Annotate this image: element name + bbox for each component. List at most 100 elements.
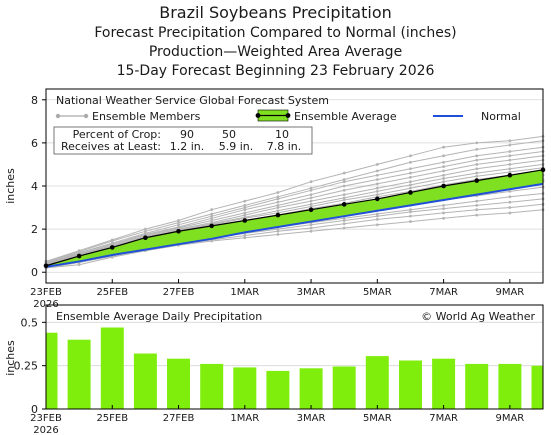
ensemble-member-line <box>45 140 544 262</box>
ensemble-member-point <box>475 174 479 178</box>
ensemble-member-point <box>375 223 379 227</box>
legend-members-dot-right <box>83 113 89 119</box>
ensemble-member-point <box>442 211 445 215</box>
ensemble-member-point <box>375 193 379 197</box>
ensemble-member-point <box>342 178 346 181</box>
ensemble-member-point <box>342 184 346 188</box>
ensemble-member-point <box>409 208 412 212</box>
ensemble-member-point <box>475 158 479 162</box>
ensemble-member-point <box>442 207 445 211</box>
daily-bar <box>100 327 124 409</box>
legend-average-dot-right <box>285 113 291 118</box>
bottom-x-tick-label: 23FEB <box>30 413 62 424</box>
ensemble-average-group <box>43 167 546 269</box>
ensemble-member-point <box>144 227 147 231</box>
ensemble-member-point <box>475 204 479 207</box>
ensemble-band <box>46 169 543 267</box>
ensemble-member-point <box>508 206 512 209</box>
ensemble-member-point <box>409 175 412 179</box>
top-x-tick-label: 5MAR <box>363 287 392 298</box>
bottom-y-axis-label: inches <box>4 340 17 376</box>
ensemble-member-point <box>508 139 512 143</box>
ensemble-average-point <box>441 183 446 189</box>
ensemble-member-point <box>309 180 313 184</box>
crop-percent-90: 90 <box>180 128 194 141</box>
ensemble-member-point <box>276 197 280 201</box>
chart-subtitle-2: Production—Weighted Area Average <box>148 44 403 60</box>
ensemble-member-point <box>177 223 180 227</box>
top-x-tick-label: 7MAR <box>429 287 458 298</box>
ensemble-member-point <box>342 222 346 226</box>
source-label: National Weather Service Global Forecast… <box>56 94 329 107</box>
crop-amount-50: 5.9 in. <box>219 140 254 153</box>
ensemble-member-point <box>375 186 379 190</box>
ensemble-member-point <box>442 216 445 220</box>
ensemble-member-point <box>210 208 214 212</box>
top-x-tick-label: 9MAR <box>495 287 524 298</box>
ensemble-average-point <box>143 235 148 241</box>
ensemble-member-point <box>243 213 247 217</box>
legend-average: Ensemble Average <box>255 109 397 123</box>
ensemble-member-point <box>508 163 512 166</box>
ensemble-member-point <box>243 236 247 240</box>
ensemble-member-point <box>309 199 313 203</box>
ensemble-average-point <box>176 228 181 234</box>
ensemble-member-point <box>409 180 412 184</box>
ensemble-member-point <box>177 219 180 222</box>
crop-amount-10: 7.8 in. <box>267 140 302 153</box>
ensemble-member-line <box>45 146 544 263</box>
ensemble-member-point <box>409 154 412 158</box>
legend-average-dot-left <box>255 113 261 118</box>
daily-bar <box>299 368 323 409</box>
ensemble-member-point <box>342 196 346 200</box>
ensemble-member-point <box>342 180 346 184</box>
top-x-tick-label: 25FEB <box>96 287 128 298</box>
ensemble-member-point <box>276 204 280 207</box>
ensemble-average-point <box>275 212 281 218</box>
top-y-tick-label: 8 <box>31 94 38 107</box>
bottom-x-tick-label: 3MAR <box>297 413 326 424</box>
ensemble-member-point <box>442 177 445 180</box>
ensemble-member-point <box>210 239 214 243</box>
ensemble-member-point <box>276 191 280 194</box>
crop-box: Percent of Crop: Receives at Least: 90 5… <box>53 126 313 155</box>
bottom-x-tick-label: 1MAR <box>230 413 259 424</box>
ensemble-member-point <box>508 195 512 199</box>
ensemble-average-point <box>242 218 248 223</box>
ensemble-member-point <box>409 214 412 218</box>
ensemble-member-point <box>508 200 512 204</box>
bottom-y-axis: 0 0.25 0.5 <box>14 316 46 416</box>
ensemble-member-point <box>475 167 479 171</box>
ensemble-member-point <box>375 178 379 181</box>
bottom-x-tick-label: 27FEB <box>163 413 195 424</box>
ensemble-member-point <box>243 208 247 212</box>
ensemble-member-point <box>508 189 512 193</box>
ensemble-member-point <box>409 160 412 164</box>
ensemble-member-point <box>342 226 346 230</box>
ensemble-member-point <box>177 221 180 225</box>
daily-bar <box>200 363 224 409</box>
ensemble-member-point <box>276 206 280 209</box>
ensemble-member-point <box>276 229 280 233</box>
ensemble-average-point <box>474 178 480 183</box>
ensemble-member-point <box>342 188 346 192</box>
ensemble-member-point <box>409 171 412 175</box>
ensemble-member-point <box>442 160 445 164</box>
ensemble-average-point <box>76 253 82 259</box>
ensemble-member-point <box>508 143 512 147</box>
top-y-tick-label: 4 <box>31 180 38 193</box>
ensemble-member-point <box>243 234 247 237</box>
ensemble-member-line <box>45 151 544 265</box>
ensemble-member-point <box>409 186 412 190</box>
ensemble-member-point <box>508 170 512 174</box>
ensemble-average-point <box>375 196 380 202</box>
ensemble-member-point <box>442 154 445 158</box>
ensemble-member-point <box>276 200 280 204</box>
ensemble-member-point <box>210 212 214 216</box>
ensemble-member-point <box>442 173 445 177</box>
bottom-y-tick-label: 0.5 <box>21 316 39 329</box>
bottom-y-tick-label: 0 <box>31 403 38 416</box>
ensemble-member-point <box>276 209 280 213</box>
